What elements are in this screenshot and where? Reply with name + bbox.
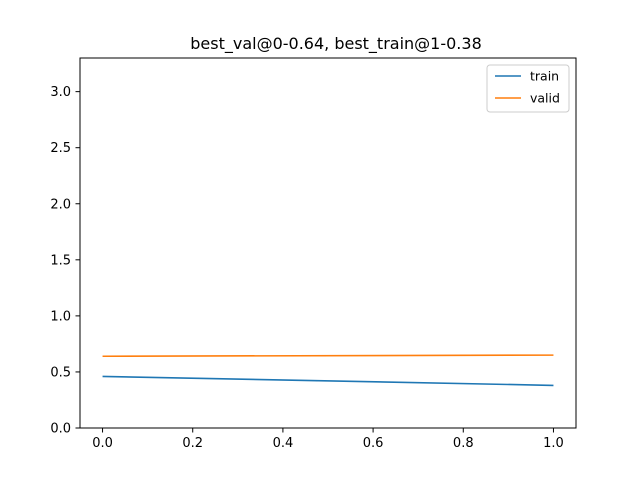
legend-label-train: train — [530, 69, 559, 84]
chart-title: best_val@0-0.64, best_train@1-0.38 — [190, 34, 482, 54]
x-tick-label: 0.2 — [182, 436, 203, 451]
y-tick-label: 0.5 — [50, 365, 71, 380]
y-axis: 0.0 0.5 1.0 1.5 2.0 2.5 3.0 — [50, 85, 80, 437]
y-tick-label: 1.0 — [50, 309, 71, 324]
y-tick-label: 1.5 — [50, 253, 71, 268]
x-tick-label: 1.0 — [543, 436, 564, 451]
x-tick-label: 0.0 — [92, 436, 113, 451]
y-tick-label: 3.0 — [50, 85, 71, 100]
y-tick-label: 0.0 — [50, 422, 71, 437]
series-line-valid — [102, 354, 554, 358]
x-axis: 0.0 0.2 0.4 0.6 0.8 1.0 — [92, 428, 564, 451]
x-tick-label: 0.4 — [273, 436, 294, 451]
x-tick-label: 0.8 — [453, 436, 474, 451]
series-layer — [102, 354, 554, 387]
x-tick-label: 0.6 — [363, 436, 384, 451]
series-line-train — [102, 375, 554, 387]
legend: train valid — [486, 64, 570, 113]
legend-label-valid: valid — [530, 91, 560, 106]
y-tick-label: 2.0 — [50, 197, 71, 212]
y-tick-label: 2.5 — [50, 141, 71, 156]
plot-area-frame — [79, 57, 577, 429]
